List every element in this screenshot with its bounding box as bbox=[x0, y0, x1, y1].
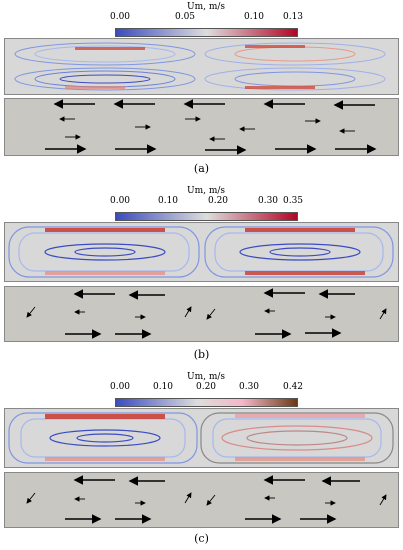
figure-caption: (c) bbox=[194, 532, 209, 545]
colorbar-tick: 0.05 bbox=[174, 12, 196, 22]
colorbar-tick: 0.30 bbox=[238, 382, 260, 392]
colorbar-tick: 0.13 bbox=[282, 12, 304, 22]
colorbar bbox=[115, 212, 298, 221]
colorbar-tick: 0.10 bbox=[152, 382, 174, 392]
colorbar-tick: 0.10 bbox=[243, 12, 265, 22]
streamline-field bbox=[4, 38, 399, 95]
streamline-field bbox=[4, 222, 399, 282]
colorbar-title: Um, m/s bbox=[186, 372, 226, 382]
colorbar bbox=[115, 398, 298, 407]
colorbar-tick: 0.35 bbox=[282, 196, 304, 206]
colorbar-tick: 0.00 bbox=[109, 196, 131, 206]
velocity-vector-field bbox=[4, 472, 399, 528]
figure-caption: (b) bbox=[193, 348, 210, 361]
colorbar-title: Um, m/s bbox=[186, 2, 226, 12]
figure-panel-c: Um, m/s 0.00 0.10 0.20 0.30 0.42 bbox=[0, 372, 403, 550]
colorbar-tick: 0.20 bbox=[207, 196, 229, 206]
colorbar-title: Um, m/s bbox=[186, 186, 226, 196]
streamline-field bbox=[4, 408, 399, 468]
velocity-vector-field bbox=[4, 98, 399, 156]
figure-panel-b: Um, m/s 0.00 0.10 0.20 0.30 0.35 bbox=[0, 186, 403, 366]
colorbar-tick: 0.10 bbox=[157, 196, 179, 206]
colorbar-tick: 0.00 bbox=[109, 382, 131, 392]
colorbar-tick: 0.20 bbox=[195, 382, 217, 392]
figure-caption: (a) bbox=[193, 162, 210, 175]
colorbar-tick: 0.42 bbox=[282, 382, 304, 392]
velocity-vector-field bbox=[4, 286, 399, 342]
colorbar-tick: 0.00 bbox=[109, 12, 131, 22]
colorbar-tick: 0.30 bbox=[257, 196, 279, 206]
figure-panel-a: Um, m/s 0.00 0.05 0.10 0.13 bbox=[0, 0, 403, 180]
colorbar bbox=[115, 28, 298, 37]
